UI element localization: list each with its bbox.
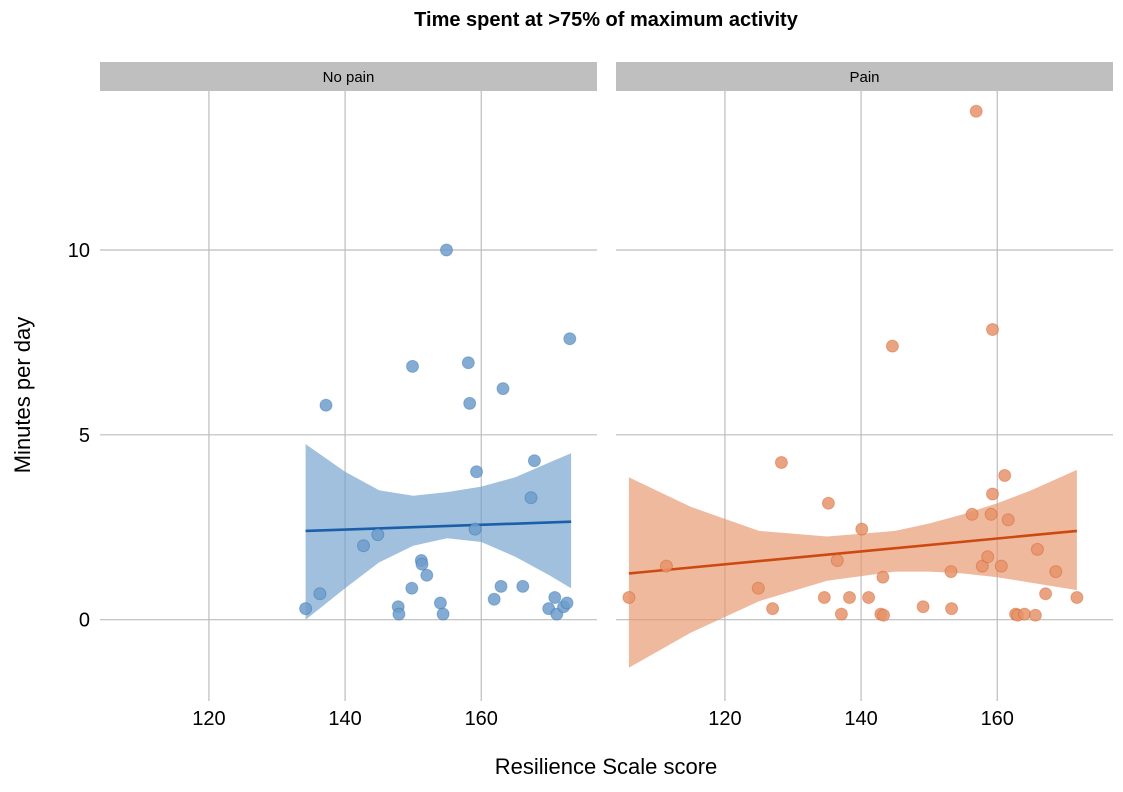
data-point: [548, 591, 562, 604]
x-tick-label: 160: [981, 708, 1014, 730]
y-tick-label: 5: [79, 425, 90, 447]
y-ticks: 0 5 10: [68, 240, 90, 632]
data-point: [986, 323, 999, 336]
data-point: [830, 554, 844, 567]
data-point: [1030, 542, 1044, 556]
data-point: [984, 507, 998, 521]
confidence-band-no-pain: [305, 444, 572, 620]
data-point: [994, 559, 1008, 573]
facet-strip-no-pain: [100, 62, 597, 91]
data-point: [560, 596, 574, 610]
data-point: [766, 602, 780, 616]
y-axis-title: Minutes per day: [10, 317, 35, 474]
data-point: [516, 579, 530, 593]
data-point: [1001, 513, 1015, 527]
data-point: [563, 332, 577, 346]
data-point: [774, 456, 788, 469]
x-ticks-no-pain: 120 140 160: [192, 708, 498, 730]
data-point: [494, 579, 508, 593]
data-point: [461, 356, 475, 370]
data-point: [436, 607, 450, 621]
fit-line-no-pain: [305, 520, 572, 533]
points-no-pain: [299, 243, 577, 621]
data-point: [319, 398, 333, 412]
y-tick-label: 10: [68, 240, 90, 262]
data-point: [1018, 607, 1031, 621]
data-point: [945, 602, 959, 616]
data-point: [415, 557, 429, 571]
data-point: [470, 465, 483, 479]
data-point: [463, 396, 477, 410]
x-ticks-pain: 120 140 160: [708, 708, 1014, 730]
gridlines-no-pain: [100, 91, 597, 701]
data-point: [659, 559, 673, 573]
confidence-band-pain: [628, 469, 1077, 668]
data-point: [751, 581, 765, 595]
data-point: [862, 591, 876, 604]
data-point: [405, 581, 419, 595]
data-point: [299, 602, 313, 616]
x-tick-label: 120: [192, 708, 225, 730]
data-point: [392, 607, 406, 621]
y-tick-label: 0: [79, 610, 90, 632]
x-tick-label: 160: [465, 708, 498, 730]
facet-panel-no-pain: No pain 120 140 160: [100, 62, 597, 730]
data-point: [843, 591, 856, 604]
gridlines-pain: [616, 91, 1113, 701]
data-point: [986, 487, 999, 501]
data-point: [969, 104, 983, 118]
facet-label-no-pain: No pain: [323, 69, 375, 86]
x-tick-label: 140: [328, 708, 361, 730]
data-point: [944, 565, 958, 579]
data-point: [1028, 608, 1042, 622]
data-point: [433, 596, 447, 610]
data-point: [877, 608, 891, 622]
data-point: [965, 507, 979, 521]
data-point: [916, 600, 930, 614]
data-point: [496, 382, 510, 396]
data-point: [998, 469, 1012, 482]
data-point: [313, 587, 327, 601]
data-point: [371, 528, 385, 542]
data-point: [834, 607, 848, 621]
data-point: [527, 454, 541, 468]
chart-title: Time spent at >75% of maximum activity: [414, 9, 799, 31]
fit-line-pain: [628, 529, 1078, 575]
data-point: [487, 592, 501, 606]
data-point: [468, 522, 482, 536]
x-tick-label: 140: [844, 708, 877, 730]
data-point: [817, 591, 831, 604]
facet-strip-pain: [616, 62, 1113, 91]
confidence-band: [628, 469, 1077, 668]
regression-line: [305, 520, 572, 533]
data-point: [981, 550, 995, 564]
data-point: [406, 359, 419, 373]
data-point: [524, 491, 538, 505]
data-point: [1039, 587, 1053, 601]
data-point: [975, 559, 989, 573]
regression-line: [628, 529, 1078, 575]
facet-panel-pain: Pain 120 140 160: [616, 62, 1113, 730]
confidence-band: [305, 444, 572, 620]
data-point: [440, 243, 453, 257]
data-point: [420, 568, 434, 582]
points-pain: [622, 104, 1084, 622]
data-point: [876, 570, 890, 584]
data-point: [885, 339, 899, 353]
data-point: [357, 539, 370, 553]
data-point: [855, 522, 869, 536]
data-point: [1070, 591, 1084, 604]
data-point: [821, 496, 835, 510]
x-axis-title: Resilience Scale score: [495, 754, 718, 779]
x-tick-label: 120: [708, 708, 741, 730]
data-point: [622, 591, 636, 604]
facet-label-pain: Pain: [849, 69, 879, 86]
data-point: [1049, 565, 1063, 579]
